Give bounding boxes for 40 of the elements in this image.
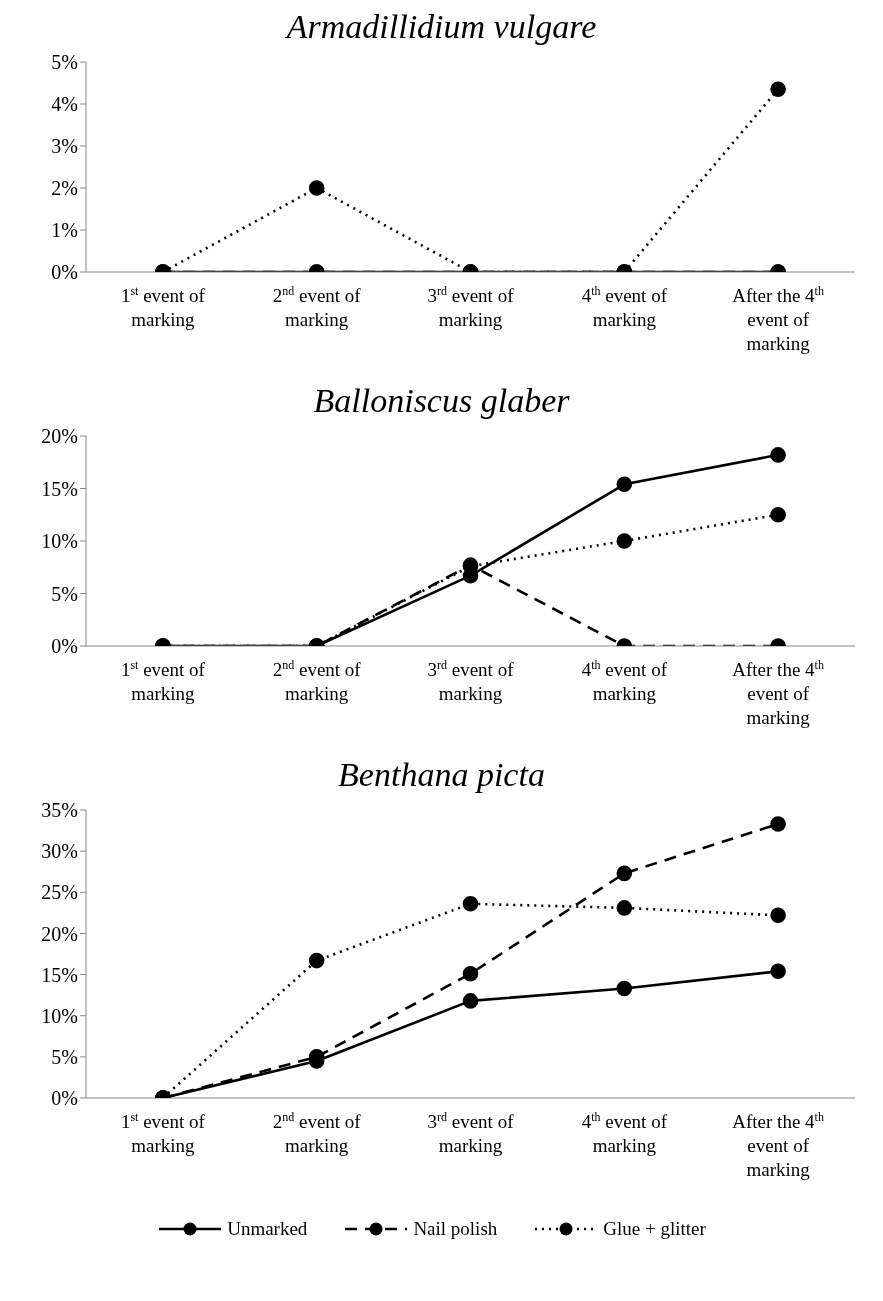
y-tick-label: 35%: [41, 799, 78, 822]
x-tick-label: 1$^{st}$ event of marking: [120, 658, 206, 704]
y-tick-label: 5%: [51, 582, 78, 605]
y-tick-label: 10%: [41, 1004, 78, 1027]
x-tick-label: 4$^{th}$ event of marking: [581, 1110, 668, 1156]
chart-title: Benthana picta: [337, 756, 546, 795]
chart-title: Armadillidium vulgare: [284, 8, 598, 47]
y-tick-label: 20%: [41, 425, 78, 448]
legend-label: Nail polish: [413, 1218, 498, 1240]
y-tick-label: 5%: [51, 1045, 78, 1068]
y-tick-label: 1%: [51, 219, 78, 242]
category-label: After the 4$^{th}$ event of marking: [732, 658, 824, 728]
chart-title: Balloniscus glaber: [312, 382, 571, 421]
y-tick-label: 2%: [51, 177, 78, 200]
x-tick-label: 1$^{st}$ event of marking: [120, 1110, 206, 1156]
y-tick-label: 25%: [41, 881, 78, 904]
y-tick-label: 4%: [51, 93, 78, 116]
y-tick-label: 5%: [51, 51, 78, 74]
x-tick-label: 4$^{th}$ event of marking: [581, 658, 668, 704]
legend-label: Unmarked: [227, 1218, 308, 1240]
x-tick-label: 4$^{th}$ event of marking: [581, 284, 668, 330]
category-label: After the 4$^{th}$ event of marking: [732, 284, 824, 354]
x-tick-label: 3$^{rd}$ event of marking: [427, 658, 515, 704]
y-tick-label: 30%: [41, 840, 78, 863]
category-label: After the 4$^{th}$ event of marking: [732, 1110, 824, 1180]
x-tick-label: 2$^{nd}$ event of marking: [272, 284, 362, 330]
y-tick-label: 0%: [51, 261, 78, 284]
x-tick-label: 1$^{st}$ event of marking: [120, 284, 206, 330]
x-tick-label: 3$^{rd}$ event of marking: [427, 1110, 515, 1156]
y-tick-label: 15%: [41, 963, 78, 986]
y-tick-label: 15%: [41, 477, 78, 500]
legend-label: Glue + glitter: [603, 1218, 706, 1240]
y-tick-label: 10%: [41, 530, 78, 553]
x-tick-label: 2$^{nd}$ event of marking: [272, 658, 362, 704]
x-tick-label: 3$^{rd}$ event of marking: [427, 284, 515, 330]
y-tick-label: 3%: [51, 135, 78, 158]
y-tick-label: 20%: [41, 922, 78, 945]
y-tick-label: 0%: [51, 635, 78, 658]
y-tick-label: 0%: [51, 1087, 78, 1110]
x-tick-label: 2$^{nd}$ event of marking: [272, 1110, 362, 1156]
